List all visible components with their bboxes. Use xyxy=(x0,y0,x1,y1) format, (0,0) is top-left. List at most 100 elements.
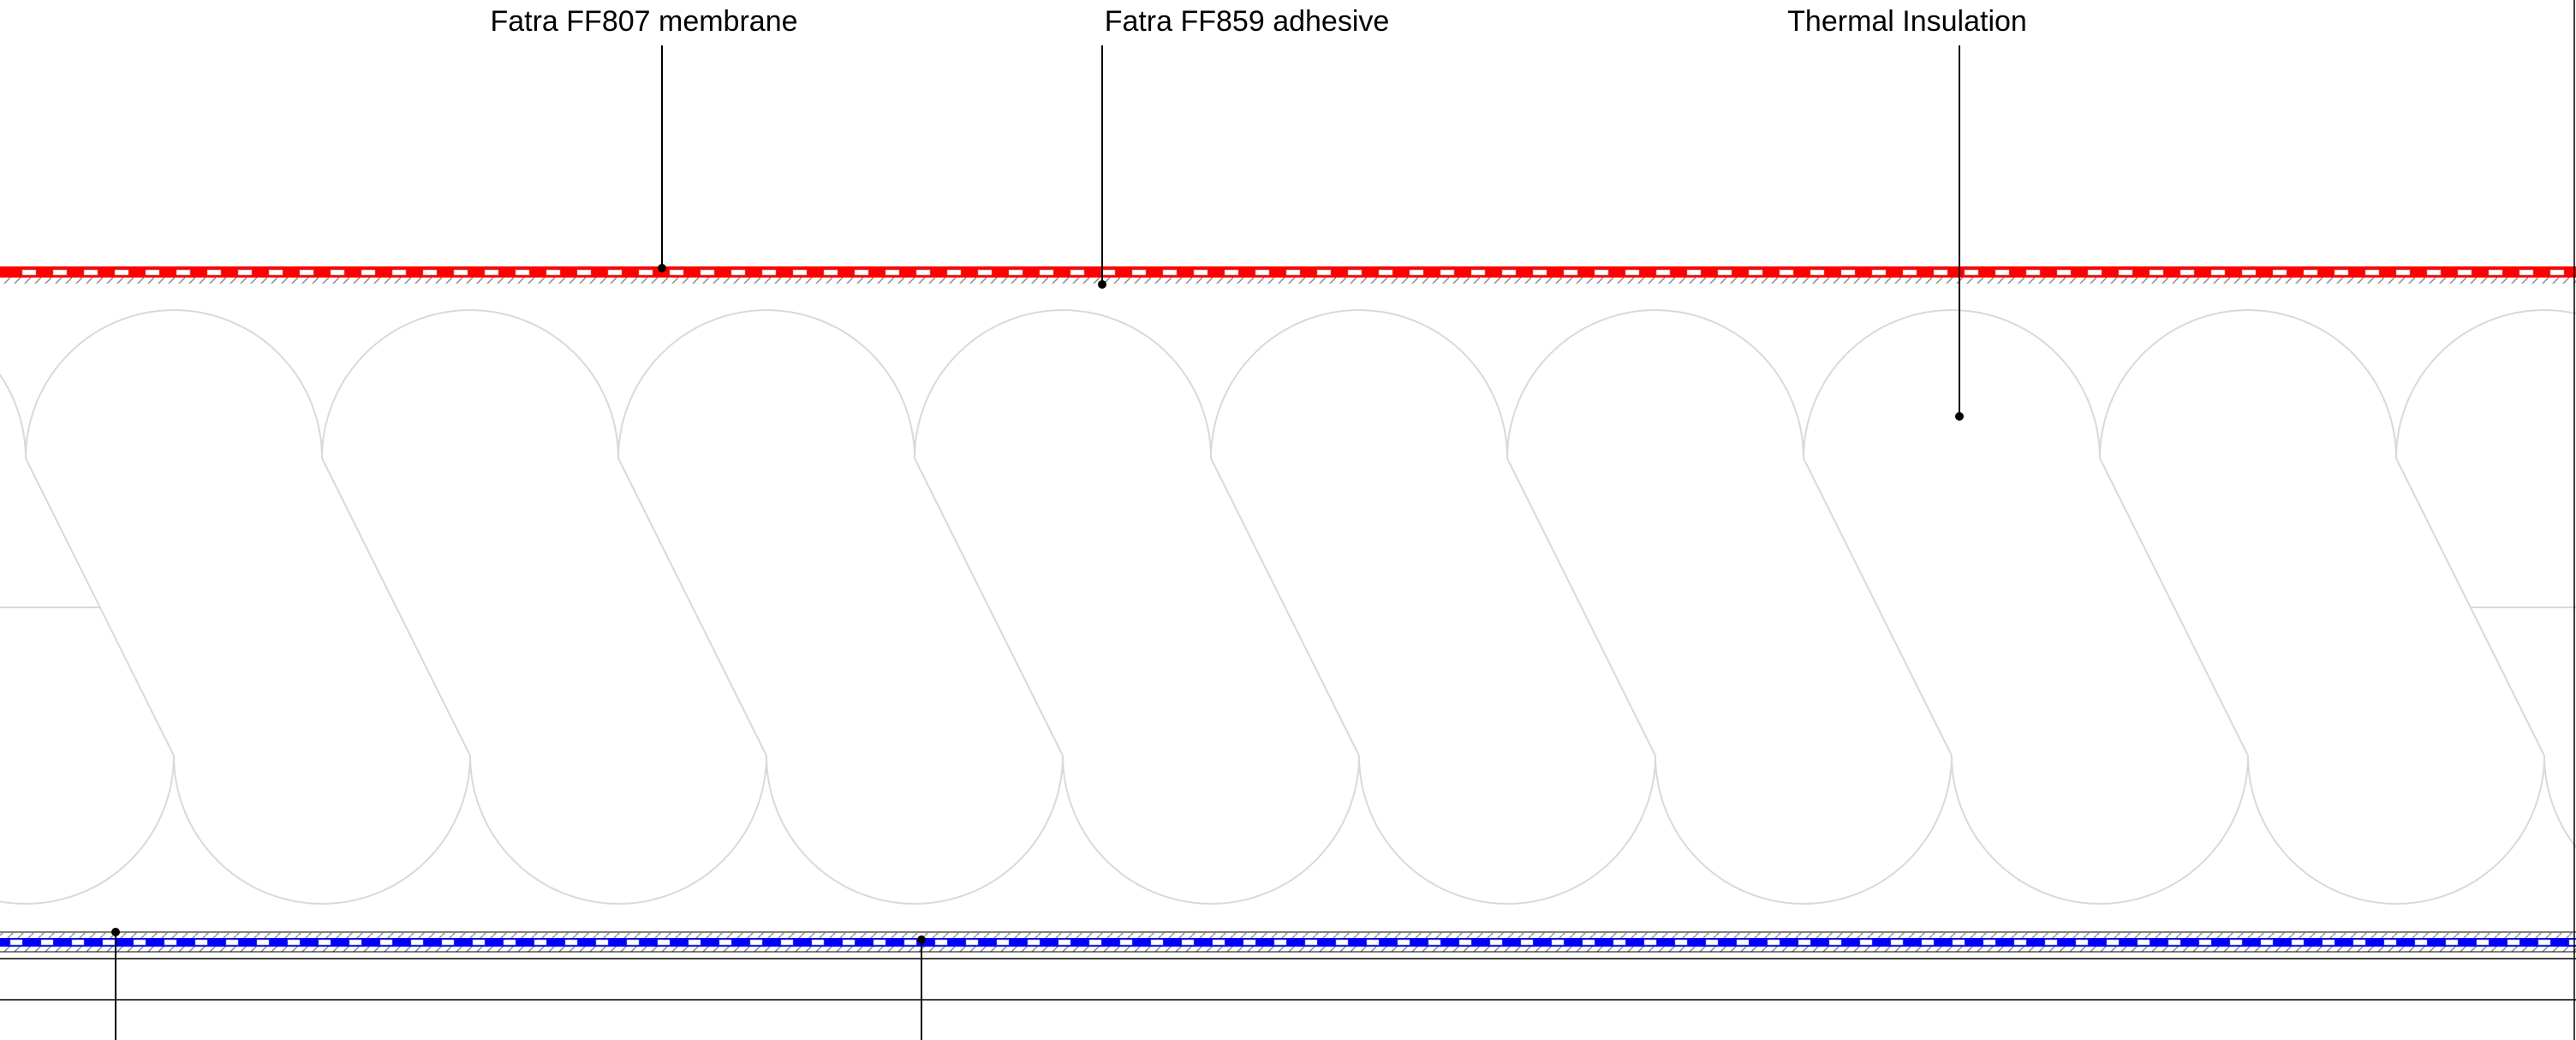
membrane-dash xyxy=(1285,269,1301,276)
membrane-dash xyxy=(854,269,869,276)
vapour-dash xyxy=(1366,939,1380,946)
membrane-dash xyxy=(2179,269,2195,276)
vapour-dash xyxy=(1983,939,1996,946)
membrane-dash xyxy=(1501,269,1517,276)
membrane-dash xyxy=(2303,269,2318,276)
membrane-dash xyxy=(2210,269,2226,276)
membrane-dash xyxy=(607,269,623,276)
vapour-dash xyxy=(2044,939,2058,946)
membrane-dash xyxy=(1409,269,1424,276)
vapour-dash xyxy=(1890,939,1904,946)
membrane-dash xyxy=(915,269,931,276)
vapour-dash xyxy=(534,939,547,946)
membrane-label: Fatra FF807 membrane xyxy=(490,5,797,38)
membrane-dash xyxy=(2549,269,2565,276)
membrane-dash xyxy=(52,269,68,276)
vapour-dash xyxy=(1088,939,1102,946)
membrane-dash xyxy=(1995,269,2010,276)
vapour-dash xyxy=(379,939,393,946)
vapour-dash-pattern xyxy=(9,939,2576,946)
vapour-dash xyxy=(194,939,208,946)
vapour-dash xyxy=(2260,939,2274,946)
membrane-dash xyxy=(1717,269,1732,276)
membrane-dash xyxy=(1440,269,1455,276)
vapour-control-layer xyxy=(0,931,2576,1001)
membrane-dash xyxy=(176,269,191,276)
vapour-dash xyxy=(1489,939,1503,946)
membrane-leader-dot xyxy=(658,264,666,272)
vapour-dash xyxy=(1397,939,1410,946)
vapour-dash xyxy=(1243,939,1256,946)
membrane-dash xyxy=(145,269,160,276)
vapour-dash xyxy=(934,939,948,946)
membrane-dash xyxy=(1162,269,1178,276)
membrane-dash xyxy=(1255,269,1270,276)
membrane-dash xyxy=(484,269,499,276)
membrane-dash xyxy=(1902,269,1917,276)
vapour-dash xyxy=(164,939,177,946)
vapour-dash xyxy=(133,939,146,946)
membrane-dash xyxy=(2272,269,2287,276)
membrane-dash xyxy=(1347,269,1363,276)
membrane-dash xyxy=(1779,269,1794,276)
membrane-dash xyxy=(1008,269,1023,276)
vapour-dash xyxy=(1613,939,1626,946)
membrane-dash xyxy=(1378,269,1393,276)
vapour-dash xyxy=(1705,939,1719,946)
vapour-dash xyxy=(1304,939,1318,946)
membrane-dash xyxy=(1686,269,1702,276)
membrane-dash xyxy=(1532,269,1547,276)
bottom-left-leader-dot xyxy=(111,928,120,936)
vapour-dash xyxy=(410,939,424,946)
vapour-dash xyxy=(842,939,856,946)
vapour-lower-hatch-band xyxy=(0,947,2576,952)
membrane-dash xyxy=(2426,269,2442,276)
insulation-loops xyxy=(0,309,2576,905)
membrane-dash xyxy=(299,269,314,276)
vapour-dash xyxy=(1273,939,1287,946)
membrane-dash xyxy=(2395,269,2411,276)
callout-leaders xyxy=(111,45,1964,1040)
membrane-dash xyxy=(1563,269,1578,276)
vapour-dash xyxy=(1027,939,1041,946)
vapour-dash xyxy=(102,939,116,946)
membrane-dash xyxy=(83,269,98,276)
membrane-dash xyxy=(1748,269,1763,276)
membrane-dash xyxy=(2087,269,2102,276)
membrane-dash xyxy=(1100,269,1116,276)
membrane-dash xyxy=(1625,269,1640,276)
vapour-dash xyxy=(40,939,54,946)
vapour-dash xyxy=(2198,939,2212,946)
vapour-dash xyxy=(595,939,609,946)
membrane-dash xyxy=(2457,269,2472,276)
adhesive-hatch-band xyxy=(0,278,2576,284)
vapour-dash xyxy=(2322,939,2335,946)
membrane-dash xyxy=(268,269,283,276)
membrane-dash xyxy=(1470,269,1486,276)
membrane-dash xyxy=(2025,269,2041,276)
adhesive-label: Fatra FF859 adhesive xyxy=(1105,5,1390,38)
vapour-upper-hatch-band xyxy=(0,933,2576,938)
vapour-dash xyxy=(1736,939,1750,946)
membrane-dash-pattern xyxy=(21,269,2565,276)
vapour-dash xyxy=(626,939,640,946)
vapour-dash xyxy=(2352,939,2366,946)
membrane-dash xyxy=(1933,269,1948,276)
membrane-dash xyxy=(206,269,222,276)
vapour-dash xyxy=(2075,939,2089,946)
membrane-dash xyxy=(885,269,900,276)
vapour-dash xyxy=(2106,939,2120,946)
vapour-dash xyxy=(657,939,671,946)
vapour-dash xyxy=(564,939,578,946)
membrane-dash xyxy=(823,269,838,276)
vapour-dash xyxy=(1643,939,1657,946)
vapour-dash xyxy=(503,939,516,946)
vapour-dash xyxy=(2168,939,2181,946)
vapour-blue-band xyxy=(0,938,2576,947)
vapour-dash xyxy=(1428,939,1441,946)
vapour-dash xyxy=(2291,939,2305,946)
vapour-dash xyxy=(472,939,486,946)
vapour-dash xyxy=(1181,939,1195,946)
vapour-dash xyxy=(2013,939,2027,946)
membrane-dash xyxy=(1070,269,1085,276)
